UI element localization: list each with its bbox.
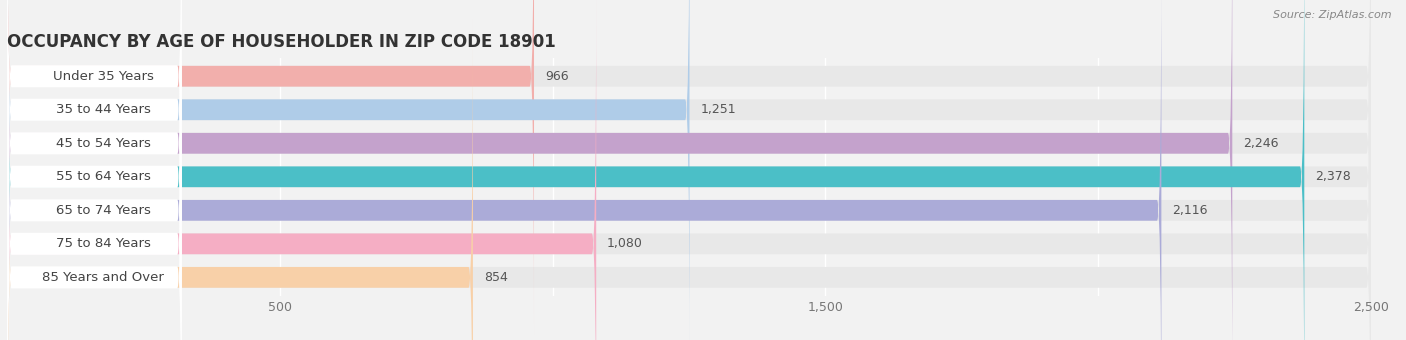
Text: 2,378: 2,378 — [1315, 170, 1351, 183]
Text: Under 35 Years: Under 35 Years — [52, 70, 153, 83]
FancyBboxPatch shape — [7, 0, 181, 340]
FancyBboxPatch shape — [7, 0, 596, 340]
FancyBboxPatch shape — [7, 20, 472, 340]
Text: 45 to 54 Years: 45 to 54 Years — [56, 137, 150, 150]
Text: Source: ZipAtlas.com: Source: ZipAtlas.com — [1274, 10, 1392, 20]
Text: 65 to 74 Years: 65 to 74 Years — [56, 204, 150, 217]
Text: 2,246: 2,246 — [1243, 137, 1278, 150]
Text: 85 Years and Over: 85 Years and Over — [42, 271, 165, 284]
FancyBboxPatch shape — [7, 0, 181, 340]
Text: 1,251: 1,251 — [700, 103, 735, 116]
Text: 2,116: 2,116 — [1173, 204, 1208, 217]
FancyBboxPatch shape — [7, 0, 1161, 340]
FancyBboxPatch shape — [7, 0, 534, 334]
Text: 55 to 64 Years: 55 to 64 Years — [56, 170, 150, 183]
FancyBboxPatch shape — [7, 0, 181, 340]
FancyBboxPatch shape — [7, 0, 1371, 340]
FancyBboxPatch shape — [7, 20, 1371, 340]
FancyBboxPatch shape — [7, 0, 1371, 340]
FancyBboxPatch shape — [7, 0, 1232, 340]
FancyBboxPatch shape — [7, 0, 1371, 334]
FancyBboxPatch shape — [7, 0, 181, 333]
FancyBboxPatch shape — [7, 20, 181, 340]
Text: 966: 966 — [546, 70, 568, 83]
FancyBboxPatch shape — [7, 0, 1371, 340]
FancyBboxPatch shape — [7, 0, 1305, 340]
FancyBboxPatch shape — [7, 0, 1371, 340]
Text: 35 to 44 Years: 35 to 44 Years — [56, 103, 150, 116]
FancyBboxPatch shape — [7, 0, 1371, 340]
Text: OCCUPANCY BY AGE OF HOUSEHOLDER IN ZIP CODE 18901: OCCUPANCY BY AGE OF HOUSEHOLDER IN ZIP C… — [7, 33, 555, 51]
FancyBboxPatch shape — [7, 0, 689, 340]
FancyBboxPatch shape — [7, 0, 181, 340]
Text: 854: 854 — [484, 271, 508, 284]
Text: 75 to 84 Years: 75 to 84 Years — [56, 237, 150, 250]
FancyBboxPatch shape — [7, 0, 181, 340]
Text: 1,080: 1,080 — [607, 237, 643, 250]
